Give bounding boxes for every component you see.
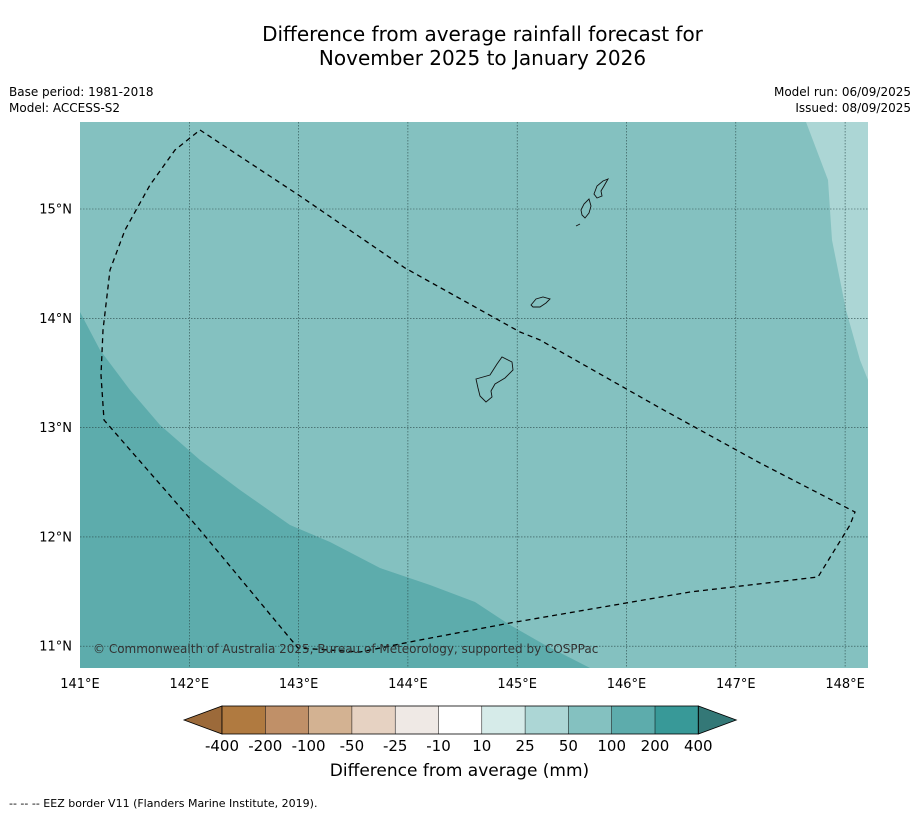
colorbar-tick-label: 200 (641, 737, 670, 755)
meta-right: Model run: 06/09/2025 Issued: 08/09/2025 (774, 84, 911, 116)
colorbar-tick-label: -50 (340, 737, 365, 755)
colorbar-swatch (481, 706, 526, 734)
lon-label: 141°E (60, 677, 100, 692)
colorbar-outline (221, 705, 699, 735)
meta-left: Base period: 1981-2018 Model: ACCESS-S2 (9, 84, 154, 116)
base-period: Base period: 1981-2018 (9, 85, 154, 99)
lon-label: 147°E (716, 677, 756, 692)
title-line-2: November 2025 to January 2026 (318, 46, 647, 70)
colorbar-swatch (655, 706, 699, 734)
lat-label: 15°N (39, 203, 72, 218)
lon-label: 148°E (825, 677, 865, 692)
islands (475, 178, 610, 403)
colorbar-swatch (611, 706, 655, 734)
lon-label: 144°E (388, 677, 428, 692)
region-100-200 (80, 312, 590, 668)
lat-label: 12°N (39, 530, 72, 545)
colorbar-swatch (395, 706, 439, 734)
eez-border (100, 129, 856, 653)
guam-island (475, 356, 514, 403)
lon-label: 142°E (170, 677, 210, 692)
title-line-1: Difference from average rainfall forecas… (262, 22, 703, 46)
map-area (80, 122, 868, 668)
lon-label: 145°E (497, 677, 537, 692)
colorbar-tick-label: 50 (559, 737, 578, 755)
region-25-50 (806, 122, 868, 380)
colorbar-swatch (525, 706, 569, 734)
colorbar-tick-label: 10 (472, 737, 491, 755)
colorbar-tick-label: -10 (426, 737, 451, 755)
issued-date: Issued: 08/09/2025 (795, 101, 911, 115)
saipan-island (593, 178, 610, 199)
colorbar: -400 -200 -100 -50 -25 -10 10 25 50 100 200 400 (182, 705, 738, 755)
colorbar-swatch (265, 706, 309, 734)
tinian-island (580, 198, 592, 219)
latitude-labels: 15°N 14°N 13°N 12°N 11°N (39, 203, 72, 655)
colorbar-tick-label: 400 (684, 737, 713, 755)
rota-island (530, 296, 551, 308)
lon-label: 146°E (607, 677, 647, 692)
copyright-notice: © Commonwealth of Australia 2025, Bureau… (93, 642, 598, 656)
lon-label: 143°E (279, 677, 319, 692)
colorbar-swatch (351, 706, 396, 734)
chart-title: Difference from average rainfall forecas… (0, 22, 919, 70)
colorbar-tick-label: -200 (248, 737, 282, 755)
colorbar-tick-label: -25 (383, 737, 408, 755)
colorbar-swatch (222, 706, 266, 734)
model-run: Model run: 06/09/2025 (773, 85, 911, 99)
longitude-labels: 141°E 142°E 143°E 144°E 145°E 146°E 147°… (60, 677, 865, 692)
colorbar-tick-label: -100 (292, 737, 326, 755)
aguijan-island (575, 223, 581, 227)
colorbar-tick-label: 100 (597, 737, 626, 755)
lat-label: 13°N (39, 421, 72, 436)
colorbar-swatch (308, 706, 352, 734)
colorbar-swatch (568, 706, 612, 734)
lat-label: 14°N (39, 312, 72, 327)
colorbar-tick-label: 25 (516, 737, 535, 755)
model-name: Model: ACCESS-S2 (9, 101, 121, 115)
colorbar-extension-min (182, 705, 223, 735)
colorbar-tick-label: -400 (205, 737, 239, 755)
colorbar-extension-max (697, 705, 738, 735)
colorbar-title: Difference from average (mm) (329, 761, 590, 781)
gridlines (80, 122, 868, 668)
lat-label: 11°N (39, 640, 72, 655)
colorbar-swatch (438, 706, 482, 734)
eez-footnote: -- -- -- EEZ border V11 (Flanders Marine… (9, 797, 318, 810)
